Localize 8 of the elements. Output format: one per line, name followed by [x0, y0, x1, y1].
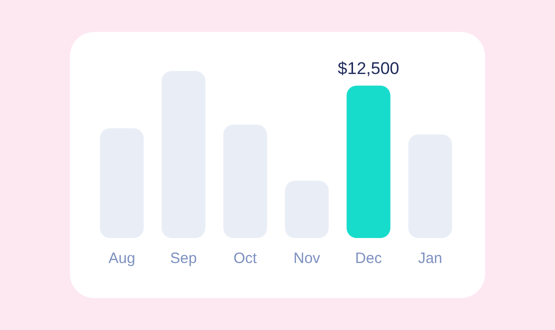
- x-tick-label: Sep: [170, 250, 197, 268]
- x-tick-label: Nov: [293, 250, 321, 268]
- bar: [346, 86, 390, 238]
- x-tick-label: Oct: [233, 250, 258, 268]
- x-tick-label: Aug: [108, 250, 136, 268]
- x-tick-label: Dec: [355, 250, 382, 268]
- data-label: $12,500: [338, 58, 400, 78]
- x-tick-label: Jan: [418, 250, 442, 268]
